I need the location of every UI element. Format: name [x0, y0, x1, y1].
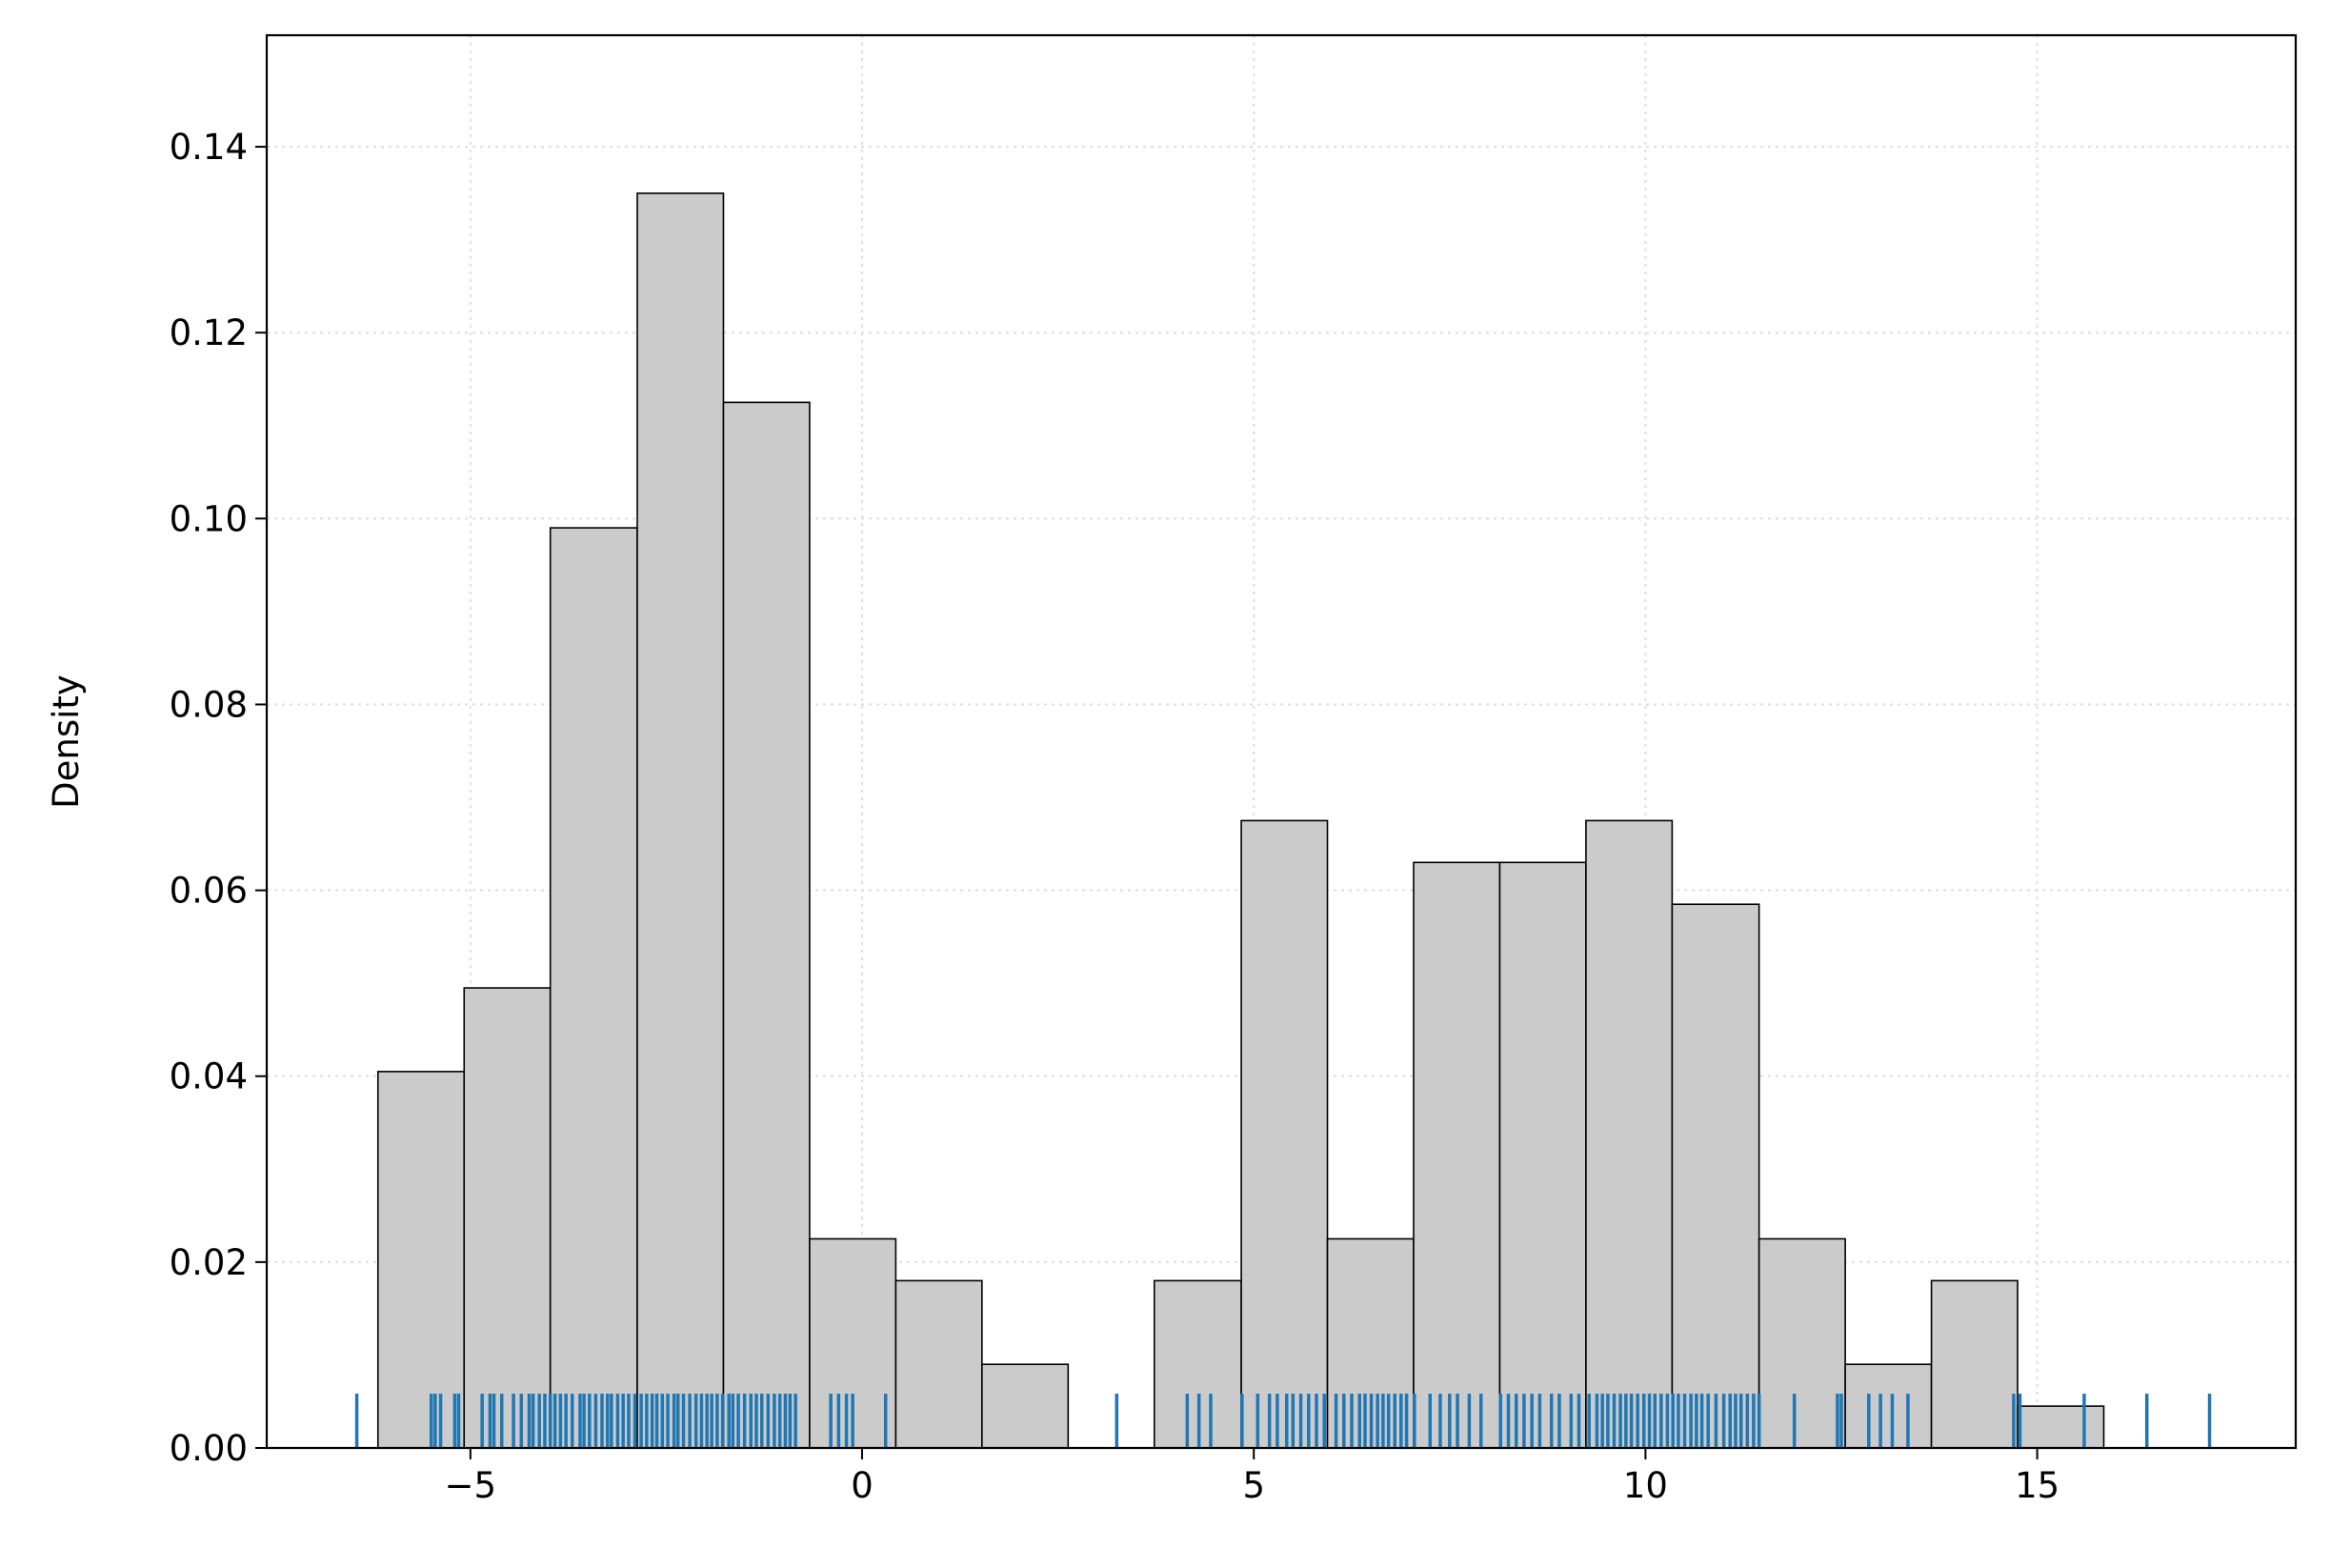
y-tick-label-7: 0.14	[170, 127, 248, 168]
histogram-bar-0	[376, 1071, 466, 1449]
x-tick-label-4: 15	[2015, 1465, 2059, 1506]
y-axis-label: Density	[46, 674, 87, 809]
y-axis-ticks: 0.00 0.02 0.04 0.06 0.08 0.10 0.12 0.14	[170, 127, 267, 1469]
y-tick-label-2: 0.04	[170, 1056, 248, 1097]
histogram-bar-18	[2017, 1405, 2105, 1449]
y-tick-label-0: 0.00	[170, 1428, 248, 1469]
histogram-bar-11	[1413, 861, 1501, 1449]
rug-ticks	[354, 1394, 2212, 1448]
plot-frame	[265, 33, 2298, 1450]
histogram-bar-7	[981, 1363, 1070, 1449]
histogram-bar-13	[1585, 819, 1674, 1449]
y-tick-label-4: 0.08	[170, 684, 248, 725]
histogram-bar-14	[1671, 903, 1760, 1449]
histogram-bar-16	[1844, 1363, 1933, 1449]
histogram-bar-17	[1930, 1279, 2019, 1449]
y-tick-label-6: 0.12	[170, 312, 248, 353]
histogram-bars	[376, 192, 2105, 1449]
histogram-bar-15	[1758, 1237, 1846, 1449]
histogram-bar-12	[1498, 861, 1587, 1449]
y-tick-label-3: 0.06	[170, 871, 248, 912]
x-tick-label-3: 10	[1623, 1465, 1668, 1506]
x-axis-ticks: −5 0 5 10 15	[445, 1448, 2059, 1506]
histogram-bar-2	[549, 527, 638, 1449]
histogram-bar-9	[1240, 819, 1329, 1449]
histogram-bar-4	[722, 401, 811, 1449]
histogram-bar-1	[463, 987, 552, 1449]
y-tick-label-5: 0.10	[170, 498, 248, 539]
x-tick-label-1: 0	[851, 1465, 874, 1506]
x-tick-label-2: 5	[1242, 1465, 1265, 1506]
histogram-bar-6	[894, 1279, 983, 1449]
histogram-bar-3	[636, 192, 725, 1449]
y-tick-label-1: 0.02	[170, 1242, 248, 1283]
x-tick-label-0: −5	[445, 1465, 497, 1506]
